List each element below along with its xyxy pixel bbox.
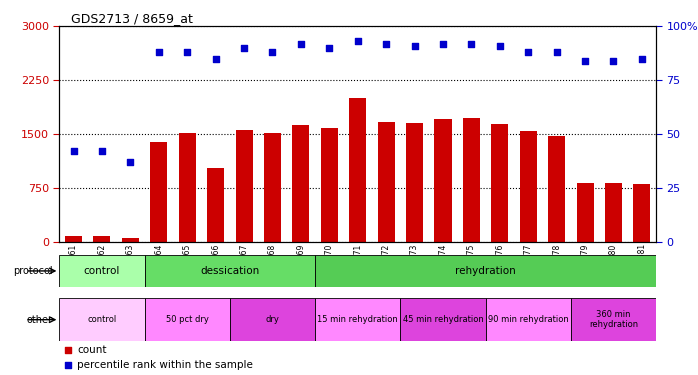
Point bbox=[608, 58, 619, 64]
Text: dry: dry bbox=[265, 315, 279, 324]
Text: rehydration: rehydration bbox=[455, 266, 516, 276]
Point bbox=[579, 58, 591, 64]
Text: 45 min rehydration: 45 min rehydration bbox=[403, 315, 483, 324]
Bar bbox=[179, 134, 195, 242]
Bar bbox=[230, 298, 315, 341]
Point bbox=[96, 148, 107, 154]
Bar bbox=[122, 238, 139, 242]
Bar bbox=[463, 118, 480, 242]
Point bbox=[551, 49, 562, 55]
Text: dessication: dessication bbox=[200, 266, 260, 276]
Bar bbox=[491, 124, 508, 242]
Text: percentile rank within the sample: percentile rank within the sample bbox=[77, 360, 253, 370]
Point bbox=[494, 43, 505, 49]
Text: 90 min rehydration: 90 min rehydration bbox=[488, 315, 569, 324]
Text: control: control bbox=[84, 266, 120, 276]
Point bbox=[125, 159, 136, 165]
Bar bbox=[577, 183, 593, 242]
Point bbox=[181, 49, 193, 55]
Point bbox=[466, 40, 477, 46]
Bar bbox=[235, 130, 253, 242]
Bar bbox=[548, 135, 565, 242]
Bar bbox=[144, 255, 315, 287]
Bar bbox=[59, 298, 144, 341]
Point bbox=[637, 56, 648, 62]
Text: other: other bbox=[27, 315, 52, 325]
Bar bbox=[59, 255, 144, 287]
Bar bbox=[315, 255, 656, 287]
Bar bbox=[292, 125, 309, 242]
Text: 360 min
rehydration: 360 min rehydration bbox=[589, 310, 638, 329]
Point bbox=[380, 40, 392, 46]
Point bbox=[239, 45, 250, 51]
Bar bbox=[321, 128, 338, 242]
Bar bbox=[486, 298, 571, 341]
Bar bbox=[605, 183, 622, 242]
Bar bbox=[264, 134, 281, 242]
Bar bbox=[401, 298, 486, 341]
Point bbox=[352, 38, 363, 44]
Point bbox=[295, 40, 306, 46]
Point bbox=[153, 49, 164, 55]
Text: count: count bbox=[77, 345, 107, 355]
Bar bbox=[349, 98, 366, 242]
Point bbox=[324, 45, 335, 51]
Bar bbox=[65, 237, 82, 242]
Bar bbox=[406, 123, 423, 242]
Bar bbox=[207, 168, 224, 242]
Bar bbox=[378, 122, 394, 242]
Text: GDS2713 / 8659_at: GDS2713 / 8659_at bbox=[71, 12, 193, 25]
Bar bbox=[434, 119, 452, 242]
Point bbox=[63, 362, 74, 368]
Bar bbox=[520, 131, 537, 242]
Point bbox=[68, 148, 79, 154]
Point bbox=[267, 49, 278, 55]
Point bbox=[438, 40, 449, 46]
Point bbox=[523, 49, 534, 55]
Bar bbox=[144, 298, 230, 341]
Point bbox=[63, 347, 74, 353]
Text: 50 pct dry: 50 pct dry bbox=[166, 315, 209, 324]
Bar bbox=[571, 298, 656, 341]
Bar bbox=[94, 237, 110, 242]
Text: control: control bbox=[87, 315, 117, 324]
Text: protocol: protocol bbox=[13, 266, 52, 276]
Bar bbox=[633, 184, 651, 242]
Bar bbox=[315, 298, 401, 341]
Text: 15 min rehydration: 15 min rehydration bbox=[318, 315, 398, 324]
Point bbox=[210, 56, 221, 62]
Bar bbox=[150, 142, 168, 242]
Point bbox=[409, 43, 420, 49]
